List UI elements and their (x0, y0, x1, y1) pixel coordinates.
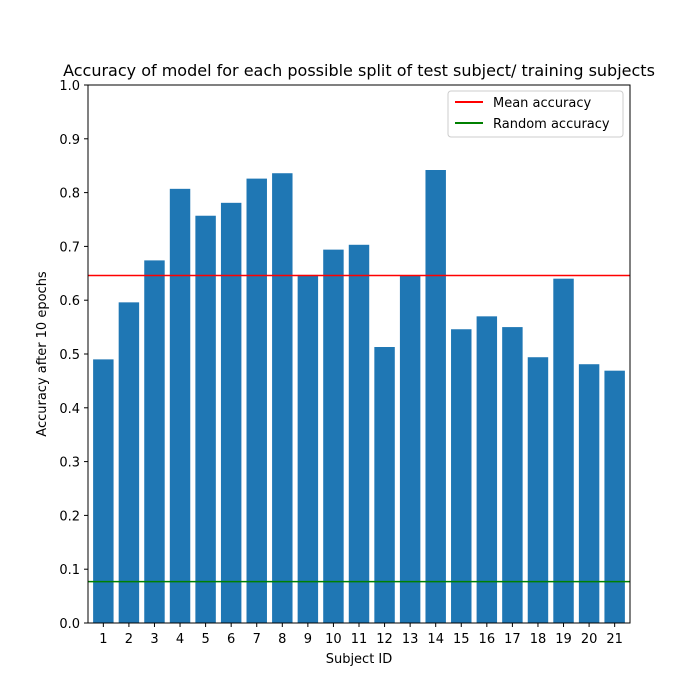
x-tick-label: 2 (125, 632, 133, 647)
bars-group (93, 170, 625, 624)
y-tick-label: 0.4 (59, 402, 80, 417)
plot-frame (87, 84, 631, 624)
bar-subject-21 (604, 370, 625, 623)
y-tick-label: 0.5 (59, 348, 80, 363)
x-tick-label: 6 (227, 632, 235, 647)
x-tick-label: 11 (351, 632, 368, 647)
y-tick-label: 1.0 (59, 79, 80, 94)
y-tick-label: 0.0 (59, 617, 80, 632)
bar-subject-8 (272, 173, 293, 623)
legend-label-mean: Mean accuracy (493, 96, 592, 111)
bar-subject-12 (374, 347, 395, 623)
x-tick-label: 18 (530, 632, 547, 647)
x-tick-label: 12 (376, 632, 393, 647)
y-tick-label: 0.6 (59, 294, 80, 309)
x-tick-label: 20 (581, 632, 598, 647)
bar-subject-6 (220, 202, 242, 623)
x-tick-label: 13 (402, 632, 419, 647)
y-tick-label: 0.8 (59, 187, 80, 202)
x-axis-label: Subject ID (326, 652, 393, 667)
bar-subject-3 (144, 260, 165, 623)
x-tick-label: 17 (504, 632, 521, 647)
x-tick-label: 4 (176, 632, 184, 647)
y-axis-label: Accuracy after 10 epochs (35, 271, 50, 437)
x-tick-label: 1 (99, 632, 107, 647)
x-tick-label: 7 (253, 632, 261, 647)
bar-subject-19 (553, 278, 574, 623)
x-tick-label: 21 (606, 632, 623, 647)
y-tick-label: 0.9 (59, 133, 80, 148)
bar-subject-16 (476, 316, 498, 623)
x-axis-ticks: 1 2 3 4 5 6 7 8 9 10 11 12 13 14 15 16 17 18 19 20 21 (99, 623, 623, 647)
bar-subject-9 (297, 274, 319, 623)
y-tick-label: 0.3 (59, 456, 80, 471)
x-tick-label: 9 (304, 632, 312, 647)
bar-subject-10 (323, 249, 344, 624)
bar-subject-17 (502, 327, 523, 623)
bar-subject-4 (169, 188, 191, 624)
x-tick-label: 5 (201, 632, 209, 647)
bar-subject-5 (195, 215, 216, 623)
y-tick-label: 0.1 (59, 563, 80, 578)
x-tick-label: 19 (555, 632, 572, 647)
x-tick-label: 8 (278, 632, 286, 647)
x-tick-label: 3 (150, 632, 158, 647)
x-tick-label: 14 (427, 632, 444, 647)
x-tick-label: 10 (325, 632, 342, 647)
y-tick-label: 0.2 (59, 509, 80, 524)
y-tick-label: 0.7 (59, 240, 80, 255)
legend: Mean accuracy Random accuracy (447, 90, 624, 138)
bar-subject-18 (527, 357, 549, 623)
bar-subject-14 (425, 170, 446, 623)
bar-subject-11 (348, 244, 370, 623)
bar-subject-2 (118, 302, 140, 623)
bar-subject-13 (399, 275, 421, 623)
bar-subject-15 (451, 329, 472, 623)
legend-frame (447, 90, 624, 138)
legend-label-random: Random accuracy (493, 117, 610, 132)
y-axis-ticks: 0.0 0.1 0.2 0.3 0.4 0.5 0.6 0.7 0.8 0.9 1.0 (59, 79, 88, 632)
bar-subject-7 (246, 178, 267, 623)
x-tick-label: 15 (453, 632, 470, 647)
chart-title: Accuracy of model for each possible spli… (63, 61, 655, 80)
bar-subject-20 (578, 364, 600, 623)
x-tick-label: 16 (479, 632, 496, 647)
reference-lines-group (88, 274, 630, 583)
bar-subject-1 (93, 359, 114, 623)
